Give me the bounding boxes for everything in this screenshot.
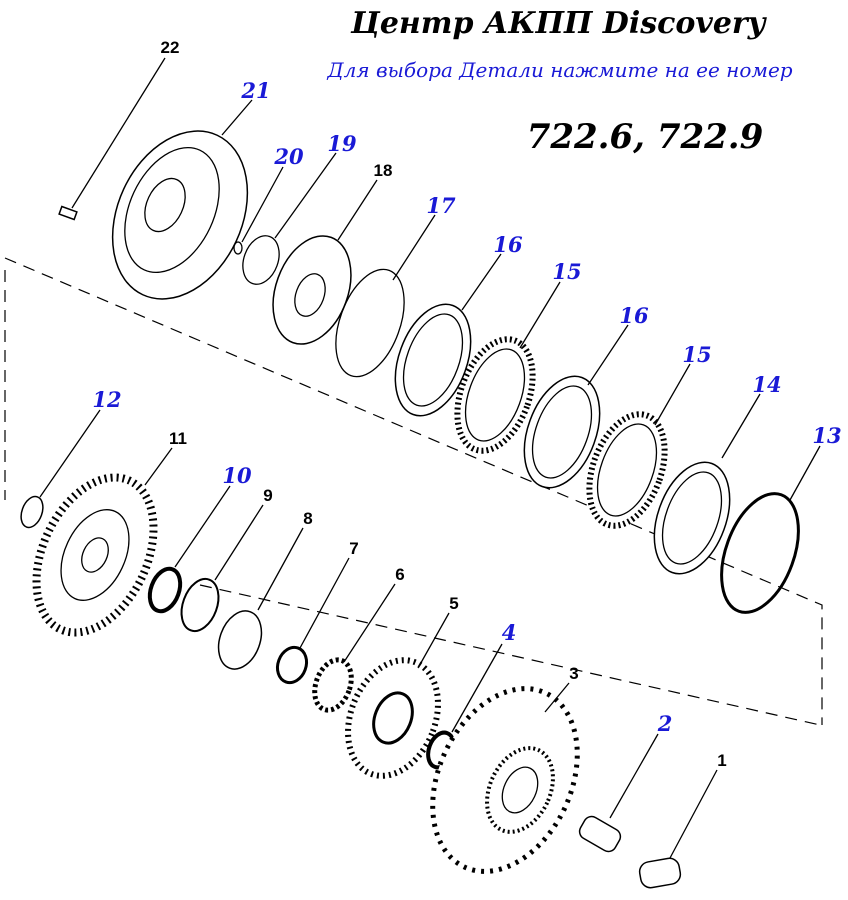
part-link[interactable]: 2 — [657, 711, 673, 736]
part-link[interactable]: 19 — [327, 131, 357, 156]
title: Центр АКПП Discovery — [350, 6, 768, 41]
part-label: 1 — [717, 751, 726, 770]
part-link[interactable]: 21 — [240, 78, 270, 103]
part-label: 11 — [169, 429, 187, 448]
parts-drawing — [20, 130, 800, 889]
part-link[interactable]: 16 — [493, 232, 523, 257]
part-link[interactable]: 13 — [812, 423, 841, 448]
part-label: 18 — [374, 161, 393, 180]
part-labels: 22 21 20 19 18 17 16 15 16 15 14 13 12 1… — [92, 38, 841, 770]
part-link[interactable]: 12 — [92, 387, 121, 412]
leader-lines — [39, 57, 821, 859]
part-link[interactable]: 17 — [426, 193, 456, 218]
part-link[interactable]: 4 — [502, 620, 517, 645]
part-link[interactable]: 15 — [552, 259, 581, 284]
part-label: 6 — [395, 565, 404, 584]
part-link[interactable]: 15 — [682, 342, 711, 367]
part-label: 9 — [263, 486, 272, 505]
dashed-frame — [4, 257, 823, 726]
part-link[interactable]: 20 — [273, 144, 304, 169]
part-label: 8 — [303, 509, 312, 528]
part-label: 3 — [569, 664, 578, 683]
part-link[interactable]: 16 — [619, 303, 649, 328]
part-label: 5 — [449, 594, 458, 613]
part-link[interactable]: 14 — [752, 372, 781, 397]
part-link[interactable]: 10 — [222, 463, 252, 488]
part-label: 22 — [161, 38, 180, 57]
part-label: 7 — [349, 539, 358, 558]
subtitle: Для выбора Детали нажмите на ее номер — [326, 58, 792, 82]
model: 722.6, 722.9 — [527, 117, 764, 157]
